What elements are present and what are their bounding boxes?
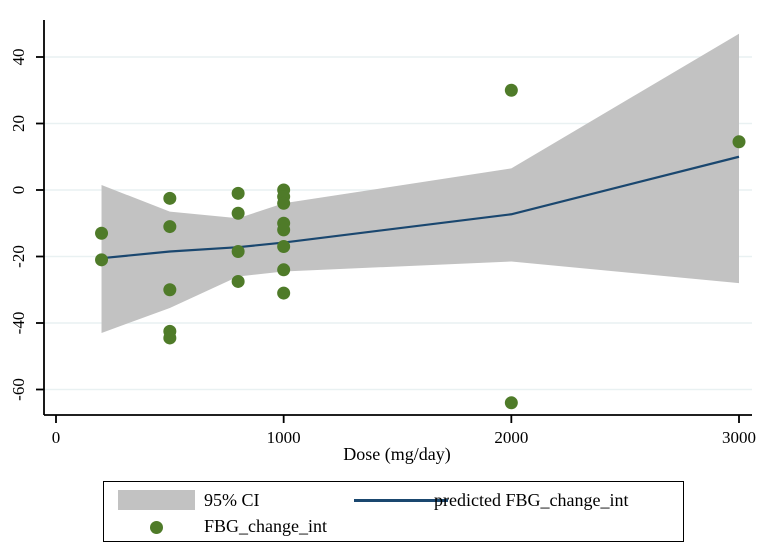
data-point bbox=[732, 135, 746, 149]
data-point bbox=[504, 396, 518, 410]
data-point bbox=[163, 191, 177, 205]
y-tick-label: 20 bbox=[9, 115, 28, 132]
predicted-line bbox=[101, 155, 740, 260]
x-tick-label: 2000 bbox=[494, 428, 528, 447]
y-tick-label: -40 bbox=[9, 312, 28, 335]
y-tick-label: -20 bbox=[9, 245, 28, 268]
x-axis-title: Dose (mg/day) bbox=[343, 444, 451, 464]
data-point bbox=[231, 274, 245, 288]
tick-marks bbox=[36, 56, 740, 423]
axes bbox=[43, 20, 752, 416]
data-point bbox=[231, 245, 245, 259]
x-tick-label: 1000 bbox=[267, 428, 301, 447]
data-point bbox=[277, 196, 291, 210]
data-point bbox=[163, 283, 177, 297]
data-point bbox=[504, 83, 518, 97]
data-point bbox=[163, 220, 177, 234]
legend-box: 95% CI predicted FBG_change_int FBG_chan… bbox=[103, 481, 684, 542]
scatter-points bbox=[95, 83, 746, 410]
ci-band-polygon bbox=[101, 33, 740, 333]
line-swatch bbox=[354, 499, 448, 502]
data-point bbox=[277, 263, 291, 277]
marker-swatch bbox=[150, 521, 163, 534]
x-tick-labels: 0 1000 2000 3000 bbox=[52, 428, 756, 447]
legend-label-ci: 95% CI bbox=[204, 490, 260, 510]
legend-label-marker: FBG_change_int bbox=[204, 516, 327, 536]
x-tick-label: 3000 bbox=[722, 428, 756, 447]
y-tick-label: -60 bbox=[9, 378, 28, 401]
data-point bbox=[95, 226, 109, 240]
data-point bbox=[163, 331, 177, 345]
data-point bbox=[277, 223, 291, 237]
x-tick-label: 0 bbox=[52, 428, 61, 447]
y-tick-label: 40 bbox=[9, 49, 28, 66]
fit-line bbox=[101, 155, 740, 260]
data-point bbox=[95, 253, 109, 267]
data-point bbox=[231, 186, 245, 200]
ci-band bbox=[101, 33, 740, 333]
data-point bbox=[277, 240, 291, 254]
data-point bbox=[277, 286, 291, 300]
y-tick-label: 0 bbox=[9, 186, 28, 195]
data-point bbox=[231, 206, 245, 220]
ci-swatch bbox=[118, 490, 195, 510]
legend-label-predicted: predicted FBG_change_int bbox=[434, 490, 629, 510]
y-tick-labels: 40 20 0 -20 -40 -60 bbox=[9, 49, 28, 401]
